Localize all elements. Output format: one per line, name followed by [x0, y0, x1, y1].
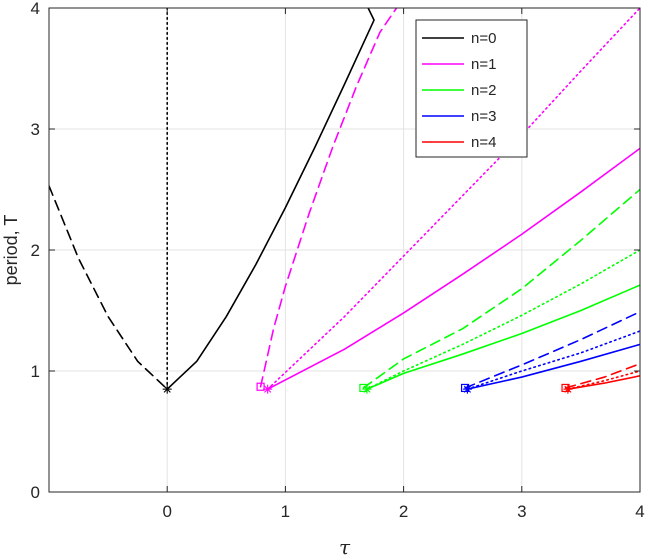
legend-label-0: n=0 — [471, 30, 496, 47]
x-tick-label-0: 0 — [162, 502, 171, 521]
y-tick-label-0: 0 — [31, 483, 40, 502]
legend: n=0 n=1 n=2 n=3 n=4 — [415, 19, 528, 158]
series-line-n=2-dotted-7 — [366, 249, 640, 390]
y-tick-label-4: 4 — [31, 0, 40, 18]
data-markers — [162, 382, 573, 394]
y-axis-label: period, T — [1, 215, 21, 286]
series-line-n=3-dotted-10 — [466, 330, 640, 390]
series-line-n=0-solid-2 — [166, 8, 375, 390]
series-line-n=1-solid-5 — [266, 147, 640, 390]
legend-label-1: n=1 — [471, 56, 496, 73]
legend-label-4: n=4 — [471, 134, 496, 151]
star-marker-6 — [462, 384, 472, 394]
series-line-n=4-dashed-12 — [564, 362, 640, 389]
star-marker-4 — [362, 384, 372, 394]
series-line-n=0-dashed-0 — [49, 185, 168, 390]
series-line-n=3-solid-11 — [466, 343, 640, 390]
axis-ticks — [49, 7, 641, 493]
x-tick-label-4: 4 — [635, 502, 644, 521]
star-marker-0 — [162, 384, 172, 394]
series-line-n=4-solid-14 — [567, 375, 640, 390]
data-series — [49, 8, 640, 390]
series-line-n=1-dotted-4 — [266, 8, 640, 390]
x-tick-label-1: 1 — [281, 502, 290, 521]
y-tick-label-1: 1 — [31, 362, 40, 381]
legend-box — [415, 19, 528, 158]
y-tick-label-2: 2 — [31, 241, 40, 260]
series-line-n=1-dashed-3 — [259, 8, 398, 388]
series-line-n=2-solid-8 — [366, 284, 640, 390]
legend-label-2: n=2 — [471, 82, 496, 99]
square-marker-1 — [256, 382, 265, 391]
x-tick-label-3: 3 — [517, 502, 526, 521]
series-line-n=2-dashed-6 — [362, 188, 640, 389]
series-line-n=4-dotted-13 — [567, 370, 640, 390]
x-axis-label: τ — [339, 535, 351, 556]
legend-label-3: n=3 — [471, 108, 496, 125]
tick-labels: 0 1 2 3 4 0 1 2 3 4 — [31, 0, 645, 521]
star-marker-8 — [563, 384, 573, 394]
y-tick-label-3: 3 — [31, 120, 40, 139]
star-marker-2 — [263, 384, 273, 394]
x-tick-label-2: 2 — [399, 502, 408, 521]
